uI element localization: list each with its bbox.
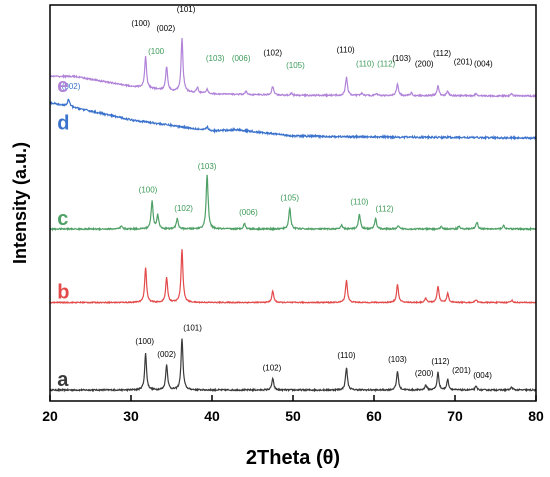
peak-label: (110) [337,46,355,55]
series-name-e: e [57,75,68,97]
peak-label: (102) [263,363,282,372]
series-name-d: d [57,113,69,135]
peak-label: (112) [433,49,451,58]
peak-label: (100 [148,47,165,56]
peak-label: (006) [239,208,258,217]
peak-label: (103) [206,54,225,63]
peak-label: (002) [62,82,81,91]
trace-layer [49,37,537,393]
peak-label: (100) [131,19,150,28]
peak-label: (100) [139,186,158,195]
x-tick-label: 20 [42,408,58,424]
x-tick-label: 70 [447,408,463,424]
peak-label: (004) [474,60,493,69]
peak-label: (105) [280,193,299,202]
peak-label: (002) [156,24,175,33]
series-line-c [49,174,537,232]
x-tick-label: 80 [528,408,544,424]
peak-label: (103) [388,355,407,364]
peak-label: (101) [183,324,202,333]
trace-name-layer: a b c de [57,75,69,391]
x-tick-label: 60 [366,408,382,424]
peak-label: (110) [337,351,355,360]
x-tick-label: 30 [123,408,139,424]
peak-label: (103) [392,54,411,63]
series-name-c: c [57,208,68,230]
peak-label: (200) [415,60,434,69]
peak-label: (100) [135,337,154,346]
x-axis-ticks: 20 30 40 50 60 70 80 [42,395,544,424]
peak-label: (110) [356,60,374,69]
series-line-e [49,37,537,99]
series-line-a [49,338,536,393]
peak-label: (112) [377,60,395,69]
peak-label: (201) [452,366,471,375]
peak-label: (102) [174,204,193,213]
series-line-d [49,98,537,141]
peak-label: (004) [473,371,492,380]
x-tick-label: 40 [204,408,220,424]
peak-label: (102) [263,48,282,57]
peak-label: (200) [415,369,434,378]
peak-label: (112) [431,357,449,366]
peak-label-layer: (100)(002)(101)(102)(110) (103)(200)(112)… [62,5,493,380]
peak-label: (101) [177,5,196,14]
peak-label: (110) [350,198,368,207]
series-name-b: b [57,281,69,303]
peak-label: (006) [232,54,251,63]
peak-label: (201) [454,58,473,67]
series-name-a: a [57,369,69,391]
y-axis-title: Intensity (a.u.) [10,142,30,264]
x-axis-title: 2Theta (θ) [246,447,340,469]
x-tick-label: 50 [285,408,301,424]
peak-label: (112) [375,205,393,214]
peak-label: (105) [286,61,305,70]
series-line-b [49,249,537,305]
peak-label: (103) [198,162,217,171]
peak-label: (002) [157,350,176,359]
